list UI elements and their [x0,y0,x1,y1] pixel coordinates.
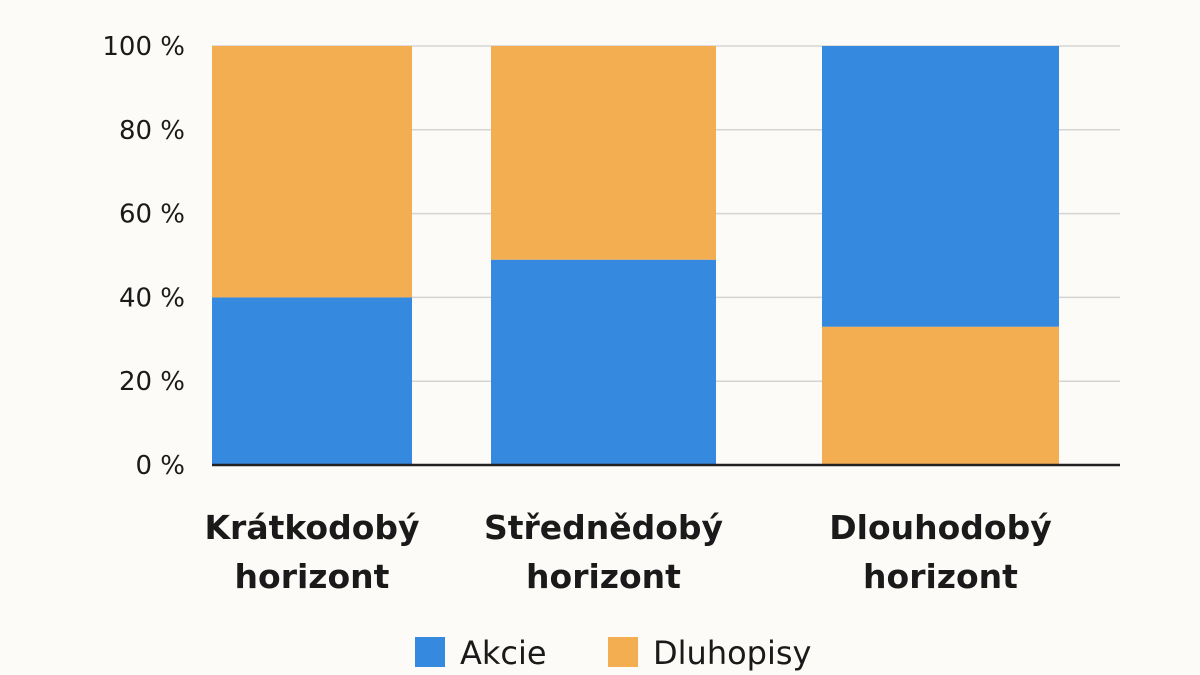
category-label: Střednědobý [484,508,723,547]
axes: 0 % 20 % 40 % 60 % 80 % 100 % [102,32,1120,481]
legend: Akcie Dluhopisy [415,634,811,672]
y-tick-label: 40 % [119,283,185,313]
category-label: horizont [235,557,390,596]
legend-label-dluhopisy: Dluhopisy [653,634,811,672]
legend-swatch-akcie [415,637,445,667]
y-tick-label: 60 % [119,200,185,230]
y-tick-label: 80 % [119,116,185,146]
bar-akcie-1 [491,259,716,465]
category-label: Krátkodobý [204,508,419,547]
category-label: horizont [863,557,1018,596]
category-label: Dlouhodobý [829,508,1051,547]
bar-dluhopisy-0 [212,46,412,298]
legend-swatch-dluhopisy [608,637,638,667]
bars [212,46,1059,465]
y-tick-label: 20 % [119,367,185,397]
bar-akcie-2 [822,46,1059,327]
category-labels: Krátkodobý horizont Střednědobý horizont Dlo… [204,508,1051,596]
category-label: horizont [526,557,681,596]
y-tick-label: 0 % [135,451,185,481]
y-tick-label: 100 % [102,32,185,62]
bar-dluhopisy-2 [822,326,1059,465]
bar-dluhopisy-1 [491,46,716,260]
legend-label-akcie: Akcie [460,634,547,672]
bar-akcie-0 [212,297,412,465]
